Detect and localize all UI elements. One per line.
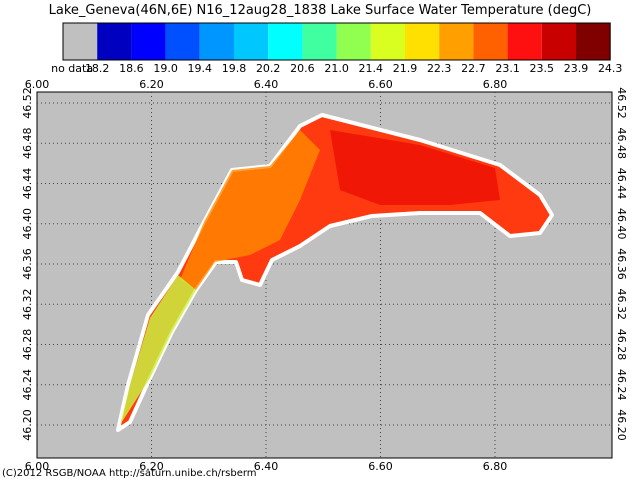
lat-label-right: 46.36	[615, 248, 628, 280]
lat-label-left: 46.36	[21, 248, 34, 280]
lon-label-top: 6.40	[254, 78, 279, 91]
lon-label-bottom: 6.80	[483, 460, 508, 473]
legend-swatch	[473, 23, 508, 60]
credit: (C)2012 RSGB/NOAA http://saturn.unibe.ch…	[2, 468, 257, 479]
lake-hot-zone	[330, 130, 500, 205]
lon-label-bottom: 6.20	[139, 460, 164, 473]
lat-label-left: 46.40	[21, 208, 34, 240]
legend-label: 23.9	[564, 62, 589, 75]
graticule: 6.00 6.00 6.20 6.20 6.40 6.40 6.60 6.60 6.80 6.80…	[21, 78, 628, 473]
lon-label-top: 6.60	[368, 78, 393, 91]
legend-swatch	[234, 23, 269, 60]
lat-label-right: 46.20	[615, 409, 628, 441]
legend-label: 18.6	[119, 62, 144, 75]
lat-label-left: 46.28	[21, 329, 34, 361]
legend-label: 22.3	[427, 62, 452, 75]
legend-swatch	[199, 23, 234, 60]
legend-swatch	[370, 23, 405, 60]
legend-label: 19.8	[222, 62, 247, 75]
lat-label-right: 46.28	[615, 329, 628, 361]
legend-label: 20.2	[256, 62, 281, 75]
lake-cool-zone	[120, 275, 196, 425]
lon-label-bottom: 6.60	[368, 460, 393, 473]
title: Lake_Geneva(46N,6E) N16_12aug28_1838 Lak…	[49, 3, 592, 18]
lat-label-left: 46.48	[21, 128, 34, 160]
legend-swatch	[63, 23, 98, 60]
lat-label-right: 46.40	[615, 208, 628, 240]
legend-swatch	[268, 23, 303, 60]
legend-label: 20.6	[290, 62, 315, 75]
legend-swatch	[302, 23, 337, 60]
legend-label: 18.2	[85, 62, 110, 75]
legend-label: 19.0	[153, 62, 178, 75]
lat-label-right: 46.48	[615, 128, 628, 160]
lat-label-left: 46.52	[21, 87, 34, 119]
legend-label: 21.9	[393, 62, 418, 75]
lat-label-left: 46.20	[21, 409, 34, 441]
lat-label-right: 46.44	[615, 168, 628, 200]
legend-label: 24.3	[598, 62, 623, 75]
legend-label: 19.4	[188, 62, 213, 75]
lon-label-bottom: 6.00	[25, 460, 50, 473]
lat-label-right: 46.32	[615, 289, 628, 321]
legend-label: 23.1	[495, 62, 520, 75]
legend-swatch	[405, 23, 440, 60]
lake-warm-zone	[180, 130, 320, 290]
legend-label: 23.5	[530, 62, 555, 75]
legend-label: 22.7	[461, 62, 486, 75]
lat-label-right: 46.52	[615, 87, 628, 119]
lon-label-top: 6.20	[139, 78, 164, 91]
legend-swatch	[576, 23, 611, 60]
lat-label-left: 46.32	[21, 289, 34, 321]
legend-swatch	[131, 23, 166, 60]
legend-label: 21.0	[324, 62, 349, 75]
legend-border	[62, 22, 611, 61]
legend-swatch	[507, 23, 542, 60]
legend-swatch	[165, 23, 200, 60]
legend-swatch	[541, 23, 576, 60]
legend-label: no data	[51, 62, 93, 75]
lon-label-top: 6.00	[25, 78, 50, 91]
lon-label-bottom: 6.40	[254, 460, 279, 473]
legend-label: 21.4	[359, 62, 384, 75]
legend-swatch	[97, 23, 132, 60]
lat-label-left: 46.44	[21, 168, 34, 200]
legend-swatch	[336, 23, 371, 60]
legend-swatch	[439, 23, 474, 60]
lat-label-left: 46.24	[21, 369, 34, 401]
lon-label-top: 6.80	[483, 78, 508, 91]
lat-label-right: 46.24	[615, 369, 628, 401]
